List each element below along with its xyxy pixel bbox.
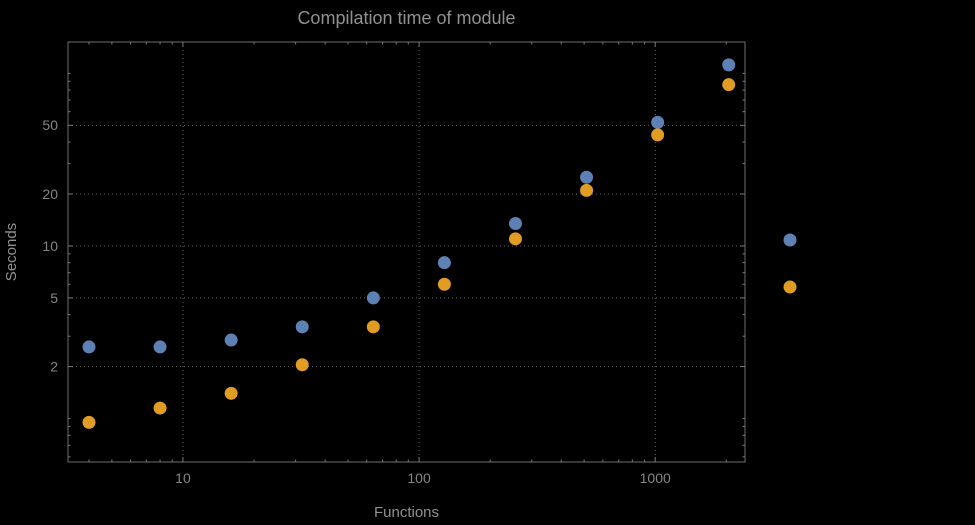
axis-ticks <box>68 42 745 462</box>
data-point <box>153 340 167 354</box>
legend-marker <box>783 233 797 247</box>
plot-frame <box>67 41 746 463</box>
data-point <box>580 183 594 197</box>
x-tick-labels: 10 100 1000 <box>175 470 671 486</box>
data-point <box>437 256 451 270</box>
data-point <box>224 333 238 347</box>
y-tick-label: 10 <box>42 238 58 254</box>
data-point <box>508 216 522 230</box>
data-point <box>651 115 665 129</box>
data-point <box>366 320 380 334</box>
x-axis-label: Functions <box>374 504 439 521</box>
data-point <box>722 58 736 72</box>
data-point <box>224 386 238 400</box>
data-point <box>722 78 736 92</box>
series-2 <box>82 78 736 429</box>
data-point <box>366 291 380 305</box>
data-point <box>437 277 451 291</box>
data-point <box>153 401 167 415</box>
gridlines <box>68 42 745 462</box>
legend-marker <box>783 280 797 294</box>
series-1 <box>82 58 736 354</box>
data-point <box>295 358 309 372</box>
y-tick-label: 50 <box>42 117 58 133</box>
x-tick-label: 10 <box>175 470 191 486</box>
data-point <box>295 320 309 334</box>
chart-title: Compilation time of module <box>297 8 515 28</box>
data-point <box>580 170 594 184</box>
legend <box>783 233 797 294</box>
data-point <box>82 340 96 354</box>
data-point <box>82 415 96 429</box>
y-tick-label: 2 <box>50 358 58 374</box>
y-axis-label: Seconds <box>3 223 20 281</box>
y-tick-label: 20 <box>42 186 58 202</box>
y-tick-labels: 2 5 10 20 50 <box>42 117 58 374</box>
data-point <box>651 128 665 142</box>
data-point <box>508 232 522 246</box>
x-tick-label: 100 <box>407 470 431 486</box>
y-tick-label: 5 <box>50 290 58 306</box>
x-tick-label: 1000 <box>640 470 671 486</box>
data-points <box>82 58 736 429</box>
